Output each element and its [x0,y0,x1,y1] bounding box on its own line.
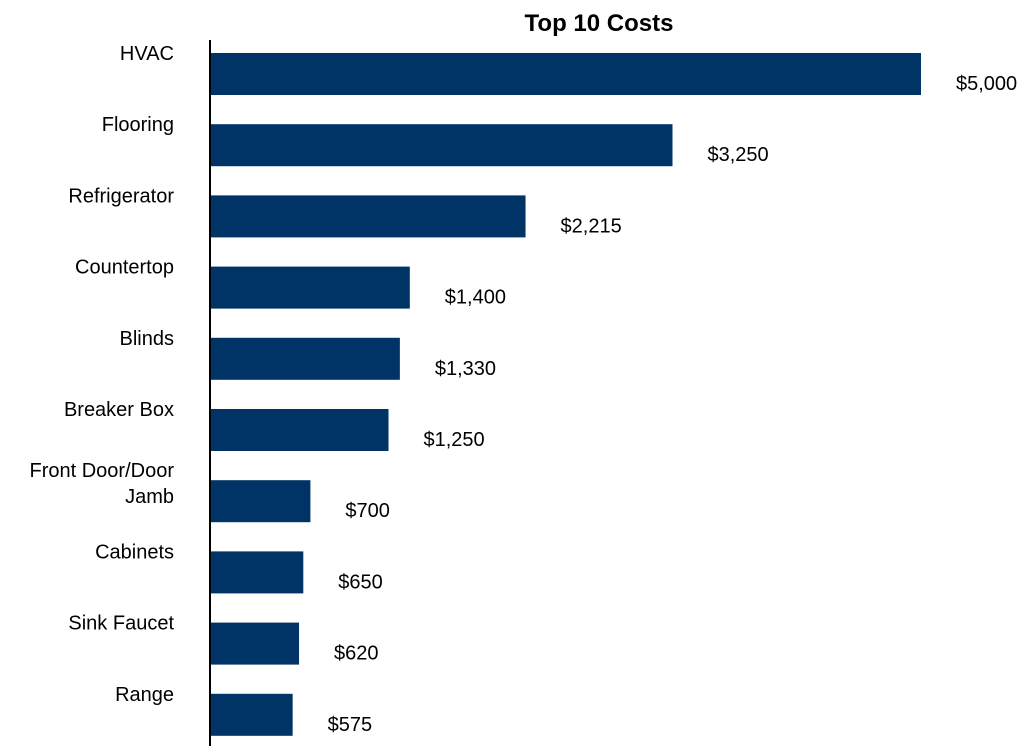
category-label-8: Sink Faucet [68,613,174,635]
bar-3 [211,266,410,309]
bar-4 [211,337,400,380]
category-label-7: Cabinets [95,541,174,563]
value-label-7: $650 [338,571,383,593]
bars-layer [211,53,921,736]
value-label-2: $2,215 [561,215,622,237]
bar-5 [211,409,389,451]
bar-0 [211,53,921,95]
category-labels: HVAC Flooring Refrigerator Countertop Blinds… [30,43,175,706]
category-label-6: Front Door/Door Jamb [30,460,175,508]
bar-9 [211,693,293,736]
value-label-5: $1,250 [424,429,485,451]
value-label-4: $1,330 [435,358,496,380]
bar-7 [211,551,304,594]
category-label-1: Flooring [102,114,174,136]
category-label-5: Breaker Box [64,399,174,421]
category-label-0: HVAC [120,43,174,65]
chart-title: Top 10 Costs [525,10,674,37]
value-label-1: $3,250 [708,144,769,166]
category-label-2: Refrigerator [68,185,174,207]
category-label-3: Countertop [75,257,174,279]
value-label-9: $575 [328,714,373,736]
bar-8 [211,622,300,665]
value-label-0: $5,000 [956,73,1017,95]
category-label-9: Range [115,684,174,706]
value-labels: $5,000 $3,250 $2,215 $1,400 $1,330 $1,250 $700… [328,73,1018,736]
bar-2 [211,195,526,238]
bar-1 [211,124,673,167]
value-label-6: $700 [345,500,390,522]
value-label-3: $1,400 [445,287,506,309]
category-label-4: Blinds [120,328,174,350]
bar-6 [211,480,311,523]
value-label-8: $620 [334,643,379,665]
